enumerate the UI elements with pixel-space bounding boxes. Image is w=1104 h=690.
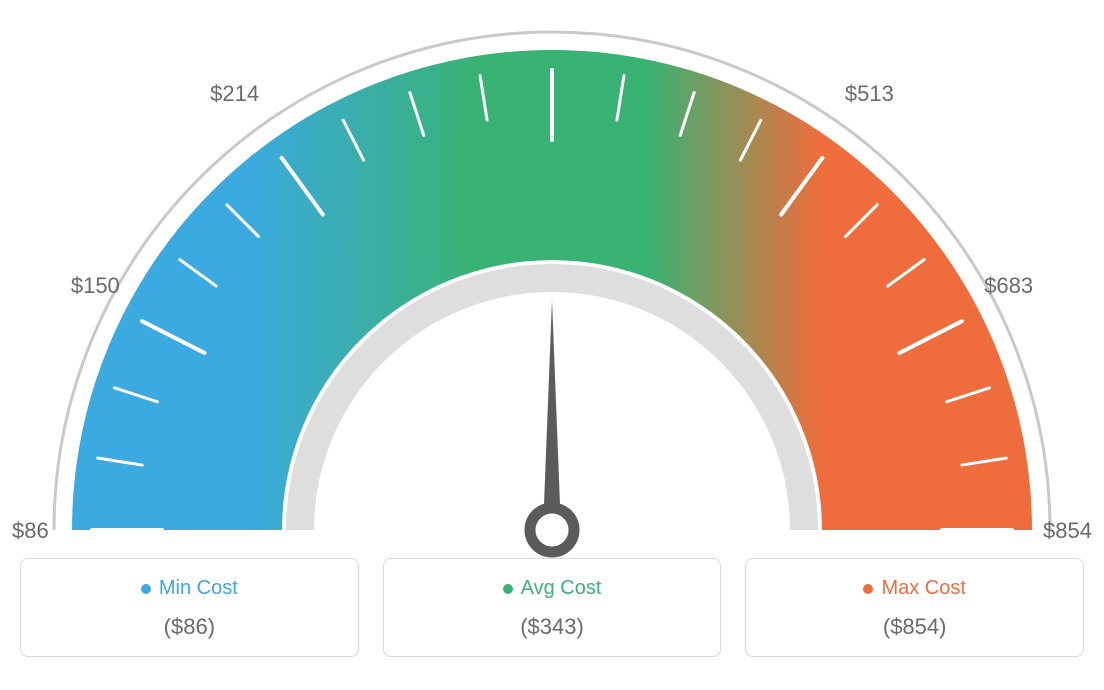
summary-card-label-row: Min Cost (31, 577, 348, 600)
summary-card-label-row: Avg Cost (394, 577, 711, 600)
dot-icon (863, 584, 873, 594)
dot-icon (141, 584, 151, 594)
summary-card-avg: Avg Cost ($343) (383, 558, 722, 657)
summary-label: Min Cost (159, 577, 238, 600)
gauge-tick-label: $854 (1043, 518, 1092, 543)
gauge-svg: $86$150$214$343$513$683$854 (0, 0, 1104, 560)
gauge-needle (543, 300, 561, 530)
gauge-tick-label: $150 (71, 273, 120, 298)
summary-card-max: Max Cost ($854) (745, 558, 1084, 657)
gauge-tick-label: $683 (984, 273, 1033, 298)
summary-label: Max Cost (881, 577, 965, 600)
gauge-tick-label: $86 (12, 518, 49, 543)
cost-gauge-chart: $86$150$214$343$513$683$854 (0, 0, 1104, 560)
summary-value: ($343) (394, 614, 711, 640)
summary-card-label-row: Max Cost (756, 577, 1073, 600)
summary-value: ($854) (756, 614, 1073, 640)
gauge-hub (530, 508, 574, 552)
dot-icon (503, 584, 513, 594)
summary-label: Avg Cost (521, 577, 602, 600)
gauge-tick-label: $214 (210, 81, 259, 106)
gauge-tick-label: $513 (845, 81, 894, 106)
summary-card-min: Min Cost ($86) (20, 558, 359, 657)
summary-row: Min Cost ($86) Avg Cost ($343) Max Cost … (0, 558, 1104, 657)
summary-value: ($86) (31, 614, 348, 640)
